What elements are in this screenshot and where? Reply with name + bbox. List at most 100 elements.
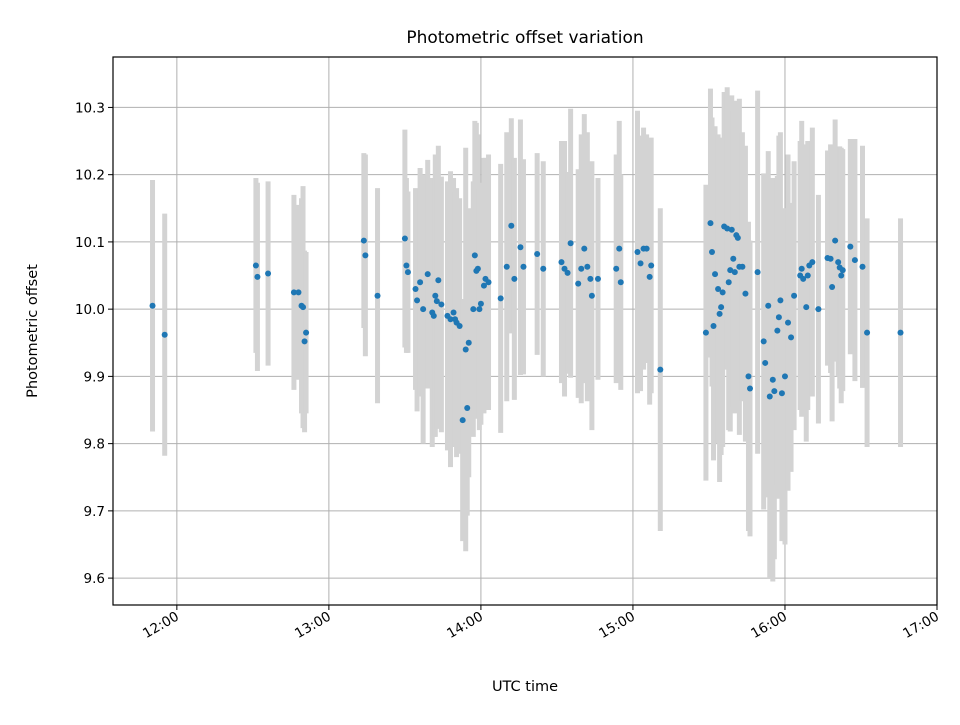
data-point	[745, 373, 752, 380]
data-point	[728, 226, 735, 233]
x-tick-label: 15:00	[596, 609, 638, 642]
data-point	[462, 346, 469, 353]
data-point	[588, 292, 595, 299]
data-point	[520, 263, 527, 270]
data-point	[617, 279, 624, 286]
data-point	[564, 269, 571, 276]
data-point	[724, 225, 731, 232]
data-point	[760, 338, 767, 345]
data-point	[435, 277, 442, 284]
data-point	[838, 272, 845, 279]
data-point	[708, 248, 715, 255]
data-point	[404, 269, 411, 276]
data-point	[769, 376, 776, 383]
data-point	[839, 267, 846, 274]
data-point	[762, 359, 769, 366]
data-point	[718, 304, 725, 311]
data-point	[412, 285, 419, 292]
x-axis-ticks: 12:00 13:00 14:00 15:00 16:00 17:00	[140, 605, 942, 642]
data-point	[719, 289, 726, 296]
data-point	[730, 255, 737, 262]
data-point	[517, 244, 524, 251]
data-point	[300, 304, 307, 311]
y-tick-label: 10.3	[75, 100, 105, 116]
data-point	[149, 302, 156, 309]
data-point	[859, 263, 866, 270]
data-point	[827, 255, 834, 262]
data-point	[754, 269, 761, 276]
data-points	[149, 220, 904, 424]
data-point	[864, 329, 871, 336]
data-point	[777, 297, 784, 304]
data-point	[646, 273, 653, 280]
data-point	[835, 259, 842, 266]
chart-title: Photometric offset variation	[406, 28, 643, 48]
data-point	[401, 235, 408, 242]
data-point	[301, 338, 308, 345]
data-point	[471, 252, 478, 259]
data-point	[295, 289, 302, 296]
x-tick-label: 14:00	[444, 609, 486, 642]
data-point	[829, 283, 836, 290]
y-axis-ticks: 9.6 9.7 9.8 9.9 10.0 10.1 10.2 10.3	[75, 100, 113, 587]
data-point	[742, 290, 749, 297]
x-tick-label: 16:00	[748, 609, 790, 642]
data-point	[897, 329, 904, 336]
data-point	[804, 272, 811, 279]
data-point	[567, 240, 574, 247]
y-axis-label: Photometric offset	[25, 264, 41, 398]
data-point	[161, 331, 168, 338]
y-tick-label: 10.1	[75, 235, 105, 251]
data-point	[791, 292, 798, 299]
data-point	[503, 263, 510, 270]
data-point	[581, 245, 588, 252]
data-point	[497, 295, 504, 302]
data-point	[734, 234, 741, 241]
data-point	[634, 248, 641, 255]
data-point	[785, 319, 792, 326]
data-point	[798, 265, 805, 272]
data-point	[480, 282, 487, 289]
data-point	[788, 334, 795, 341]
data-point	[716, 310, 723, 317]
data-point	[575, 280, 582, 287]
data-point	[715, 285, 722, 292]
data-point	[362, 252, 369, 259]
data-point	[815, 306, 822, 313]
x-tick-label: 13:00	[292, 609, 334, 642]
data-point	[851, 257, 858, 264]
data-point	[252, 262, 259, 269]
data-point	[433, 298, 440, 305]
y-tick-label: 9.9	[84, 369, 105, 385]
data-point	[832, 237, 839, 244]
data-point	[778, 390, 785, 397]
data-point	[432, 292, 439, 299]
data-point	[420, 306, 427, 313]
data-point	[477, 300, 484, 307]
data-point	[254, 273, 261, 280]
data-point	[290, 289, 297, 296]
data-point	[847, 243, 854, 250]
data-point	[465, 339, 472, 346]
data-point	[765, 302, 772, 309]
data-point	[374, 292, 381, 299]
data-point	[775, 314, 782, 321]
data-point	[303, 329, 310, 336]
y-tick-label: 9.6	[84, 571, 105, 587]
data-point	[360, 237, 367, 244]
data-point	[508, 222, 515, 229]
data-point	[781, 373, 788, 380]
data-point	[725, 279, 732, 286]
data-point	[739, 263, 746, 270]
data-point	[800, 275, 807, 282]
data-point	[587, 275, 594, 282]
data-point	[540, 265, 547, 272]
x-axis-label: UTC time	[492, 679, 558, 695]
data-point	[712, 271, 719, 278]
data-point	[424, 271, 431, 278]
data-point	[613, 265, 620, 272]
data-point	[464, 404, 471, 411]
data-point	[710, 322, 717, 329]
data-point	[438, 301, 445, 308]
